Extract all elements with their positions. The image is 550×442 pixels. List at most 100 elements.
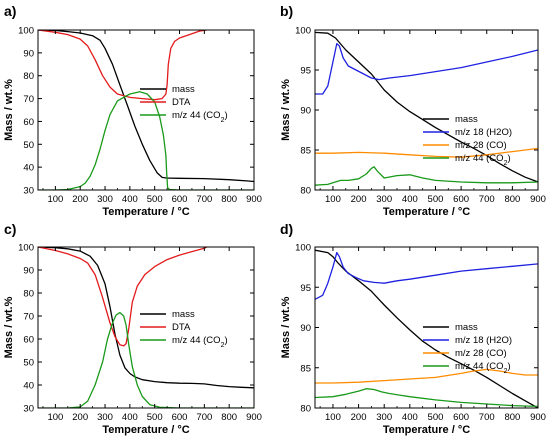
series-line-mass — [315, 249, 538, 408]
x-tick-label: 400 — [122, 194, 138, 205]
y-tick-label: 30 — [23, 186, 34, 197]
panel-letter: a) — [4, 3, 16, 19]
x-tick-label: 100 — [47, 412, 63, 423]
x-tick-label: 500 — [428, 412, 444, 423]
y-tick-label: 100 — [295, 26, 311, 37]
series-line-mass — [38, 247, 254, 389]
x-tick-label: 300 — [376, 194, 392, 205]
y-tick-label: 90 — [300, 106, 311, 117]
x-tick-label: 100 — [325, 412, 341, 423]
y-tick-label: 100 — [295, 243, 311, 254]
x-tick-label: 700 — [196, 412, 212, 423]
x-tick-label: 100 — [325, 194, 341, 205]
legend: mass m/z 18 (H2O) m/z 28 (CO) m/z 44 (CO2) — [423, 114, 512, 167]
x-tick-label: 900 — [530, 412, 546, 423]
chart-panel-3: c)100 200 300 400 500 600 700 800 90030405060708… — [3, 221, 262, 436]
plot-area — [38, 30, 254, 190]
y-tick-label: 85 — [300, 146, 311, 157]
series-line-ms44 — [38, 91, 254, 190]
series-line-ms44 — [38, 311, 254, 408]
y-tick-label: 30 — [23, 404, 34, 415]
legend-label-mass: mass — [455, 114, 478, 125]
y-tick-label: 90 — [23, 48, 34, 59]
x-tick-label: 200 — [351, 194, 367, 205]
x-tick-label: 900 — [530, 194, 546, 205]
axes-frame — [37, 29, 255, 191]
y-tick-label: 80 — [23, 289, 34, 300]
chart-panel-2: b)100 200 300 400 500 600 700 800 90080859095100… — [280, 3, 546, 218]
series-line-ms18 — [315, 42, 538, 95]
y-tick-label: 100 — [18, 243, 34, 254]
x-tick-label: 400 — [402, 412, 418, 423]
panel-letter: c) — [4, 221, 16, 237]
y-axis-title: Mass / wt.% — [3, 296, 15, 358]
x-tick-label: 600 — [172, 194, 188, 205]
legend-label-ms18: m/z 18 (H2O) — [455, 127, 512, 138]
x-tick-label: 700 — [479, 194, 495, 205]
y-tick-label: 80 — [300, 404, 311, 415]
x-tick-label: 200 — [351, 412, 367, 423]
y-tick-label: 90 — [300, 323, 311, 334]
legend-label-DTA: DTA — [172, 97, 191, 108]
x-tick-label: 100 — [47, 194, 63, 205]
y-tick-label: 95 — [300, 66, 311, 77]
y-axis-title: Mass / wt.% — [280, 296, 292, 358]
legend-label-ms44: m/z 44 (CO2) — [172, 335, 228, 349]
y-tick-label: 40 — [23, 163, 34, 174]
chart-panel-1: a)100 200 300 400 500 600 700 800 90030405060708… — [3, 3, 262, 218]
series-line-ms18 — [315, 251, 538, 300]
y-tick-label: 50 — [23, 358, 34, 369]
x-axis-title: Temperature / °C — [102, 206, 189, 218]
x-tick-label: 800 — [504, 412, 520, 423]
legend: mass m/z 18 (H2O) m/z 28 (CO) m/z 44 (CO2) — [423, 322, 512, 375]
legend-label-mass: mass — [172, 309, 195, 320]
legend-label-DTA: DTA — [172, 322, 191, 333]
legend-label-mass: mass — [172, 84, 195, 95]
legend-label-mass: mass — [455, 322, 478, 333]
x-tick-label: 900 — [246, 412, 262, 423]
y-tick-label: 50 — [23, 140, 34, 151]
x-tick-label: 500 — [428, 194, 444, 205]
y-tick-label: 40 — [23, 381, 34, 392]
x-tick-label: 800 — [504, 194, 520, 205]
axes-frame — [37, 246, 255, 409]
series-line-ms44 — [315, 166, 538, 186]
x-axis-title: Temperature / °C — [383, 424, 470, 436]
series-line-DTA — [38, 30, 207, 101]
x-tick-label: 600 — [172, 412, 188, 423]
x-tick-label: 600 — [453, 412, 469, 423]
x-tick-label: 200 — [72, 412, 88, 423]
series-line-DTA — [38, 247, 208, 347]
x-tick-label: 400 — [122, 412, 138, 423]
x-tick-label: 300 — [376, 412, 392, 423]
x-axis-title: Temperature / °C — [102, 424, 189, 436]
y-tick-label: 80 — [23, 71, 34, 82]
legend-label-ms44: m/z 44 (CO2) — [455, 361, 511, 375]
series-line-ms28 — [315, 147, 538, 158]
x-tick-label: 300 — [97, 194, 113, 205]
y-tick-label: 85 — [300, 363, 311, 374]
legend-label-ms44: m/z 44 (CO2) — [455, 153, 511, 167]
y-axis-title: Mass / wt.% — [3, 79, 15, 141]
y-tick-label: 60 — [23, 117, 34, 128]
legend-label-ms28: m/z 28 (CO) — [455, 348, 507, 359]
x-tick-label: 500 — [147, 194, 163, 205]
x-tick-label: 300 — [97, 412, 113, 423]
series-line-ms44 — [315, 388, 538, 408]
y-tick-label: 80 — [300, 186, 311, 197]
panel-letter: b) — [280, 3, 293, 19]
panel-letter: d) — [280, 221, 293, 237]
plot-area — [38, 247, 254, 408]
y-tick-label: 70 — [23, 312, 34, 323]
x-tick-label: 700 — [196, 194, 212, 205]
y-axis-title: Mass / wt.% — [280, 79, 292, 141]
legend: mass DTA m/z 44 (CO2) — [140, 84, 228, 124]
x-tick-label: 700 — [479, 412, 495, 423]
legend: mass DTA m/z 44 (CO2) — [140, 309, 228, 349]
series-line-mass — [315, 31, 538, 183]
x-tick-label: 500 — [147, 412, 163, 423]
y-tick-label: 100 — [18, 26, 34, 37]
plot-area — [315, 31, 538, 186]
x-tick-label: 400 — [402, 194, 418, 205]
